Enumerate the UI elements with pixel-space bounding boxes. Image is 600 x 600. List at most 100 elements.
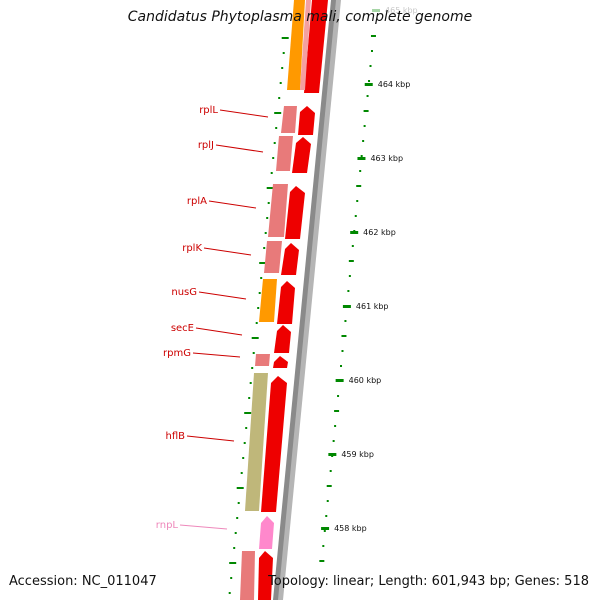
tick-mark bbox=[363, 110, 369, 112]
genome-backbone bbox=[273, 0, 341, 600]
gene-label-nusG: nusG bbox=[171, 287, 197, 298]
gene-arrow-secE-fwd bbox=[274, 325, 291, 353]
tick-mark bbox=[325, 515, 328, 517]
gene-leader-line bbox=[203, 247, 252, 256]
tick-mark bbox=[267, 202, 270, 204]
scale-tick bbox=[364, 83, 373, 86]
gene-block-orange-top bbox=[287, 0, 305, 90]
tick-mark bbox=[251, 337, 259, 339]
scale-label: 463 kbp bbox=[370, 154, 403, 163]
tick-mark bbox=[356, 200, 359, 202]
tick-mark bbox=[264, 232, 267, 234]
tick-mark bbox=[230, 577, 233, 579]
tick-mark bbox=[255, 322, 258, 324]
tick-mark bbox=[329, 470, 332, 472]
tick-mark bbox=[337, 395, 340, 397]
tick-mark bbox=[263, 247, 266, 249]
gene-labels: rplL rplJ rplA rplK nusG secE rpmG hflB rnpL bbox=[156, 105, 269, 531]
tick-mark bbox=[266, 187, 274, 189]
gene-leader-line bbox=[186, 435, 235, 442]
scale-label: 458 kbp bbox=[334, 524, 367, 533]
tick-mark bbox=[351, 245, 354, 247]
gene-block-hflB-rev bbox=[245, 373, 268, 511]
gene-label-secE: secE bbox=[171, 323, 194, 334]
scale-tick bbox=[350, 231, 359, 234]
tick-mark bbox=[229, 562, 237, 564]
rna-arrow-rnpL bbox=[259, 516, 274, 549]
tick-mark bbox=[348, 275, 351, 277]
tick-mark bbox=[272, 157, 275, 159]
tick-mark bbox=[356, 185, 362, 187]
scale-label: 464 kbp bbox=[378, 80, 411, 89]
tick-mark bbox=[252, 352, 255, 354]
scale-ticks: 465 kbp 464 kbp 463 kbp 462 kbp 461 kbp 460 k… bbox=[321, 6, 418, 533]
gene-label-rplA: rplA bbox=[187, 196, 207, 207]
scale-tick bbox=[342, 305, 351, 308]
tick-mark bbox=[274, 112, 282, 114]
tick-mark bbox=[360, 155, 363, 157]
tick-mark bbox=[334, 410, 340, 412]
gene-block-rplL-rev bbox=[281, 106, 297, 133]
map-title: Candidatus Phytoplasma mali, complete ge… bbox=[127, 9, 473, 25]
tick-mark bbox=[341, 350, 344, 352]
gene-block-nusG-rev bbox=[259, 279, 277, 322]
gene-arrow-rplL-fwd bbox=[298, 106, 315, 135]
gene-block-rose-bottom bbox=[240, 551, 255, 600]
tick-mark bbox=[228, 592, 231, 594]
scale-label: 465 kbp bbox=[385, 6, 418, 15]
gene-label-rnpL: rnpL bbox=[156, 520, 179, 531]
gene-leader-line bbox=[208, 200, 257, 209]
gene-leader-line bbox=[195, 327, 243, 336]
tick-mark bbox=[368, 80, 371, 82]
gene-leader-line bbox=[219, 109, 269, 118]
gene-label-rpmG: rpmG bbox=[163, 348, 191, 359]
gene-block-rose-top bbox=[300, 0, 311, 90]
gene-blocks bbox=[240, 0, 328, 600]
tick-mark bbox=[242, 457, 245, 459]
gene-block-rplA-rev bbox=[268, 184, 288, 237]
gene-leader-line bbox=[215, 144, 264, 153]
scale-label: 461 kbp bbox=[356, 302, 389, 311]
gene-arrow-hflB-fwd bbox=[261, 376, 287, 512]
scale-label: 459 kbp bbox=[341, 450, 374, 459]
gene-leader-line bbox=[179, 524, 228, 530]
accession-label: Accession: NC_011047 bbox=[9, 574, 157, 589]
scale-tick bbox=[372, 9, 381, 12]
gene-leader-line bbox=[192, 352, 241, 358]
backbone-line bbox=[273, 0, 336, 600]
gene-label-rplK: rplK bbox=[182, 243, 202, 254]
tick-mark bbox=[245, 427, 248, 429]
tick-mark bbox=[236, 517, 239, 519]
tick-mark bbox=[323, 530, 326, 532]
tick-mark bbox=[319, 560, 325, 562]
gene-block-rplK-rev bbox=[264, 241, 282, 273]
gene-arrow-rpmG-fwd bbox=[273, 356, 288, 368]
topology-label: Topology: linear; Length: 601,943 bp; Ge… bbox=[268, 574, 589, 589]
tick-mark bbox=[279, 82, 282, 84]
gene-arrow-rplJ-fwd bbox=[292, 137, 311, 173]
tick-mark bbox=[347, 290, 350, 292]
tick-mark bbox=[233, 547, 236, 549]
tick-mark bbox=[234, 532, 237, 534]
scale-tick bbox=[357, 157, 366, 160]
tick-mark bbox=[281, 67, 284, 69]
tick-mark bbox=[369, 65, 372, 67]
gene-label-rplL: rplL bbox=[199, 105, 218, 116]
gene-arrow-rplK-fwd bbox=[281, 243, 299, 275]
tick-mark bbox=[332, 440, 335, 442]
scale-tick bbox=[335, 379, 344, 382]
tick-mark bbox=[334, 425, 337, 427]
tick-mark bbox=[270, 172, 273, 174]
tick-mark bbox=[348, 260, 354, 262]
gene-label-rplJ: rplJ bbox=[198, 140, 214, 151]
tick-mark bbox=[326, 500, 329, 502]
tick-mark bbox=[244, 412, 252, 414]
tick-mark bbox=[344, 320, 347, 322]
gene-label-hflB: hflB bbox=[166, 431, 186, 442]
scale-label: 460 kbp bbox=[349, 376, 382, 385]
tick-mark bbox=[282, 52, 285, 54]
scale-tick bbox=[328, 453, 337, 456]
scale-tick bbox=[321, 527, 330, 530]
tick-mark bbox=[248, 397, 251, 399]
